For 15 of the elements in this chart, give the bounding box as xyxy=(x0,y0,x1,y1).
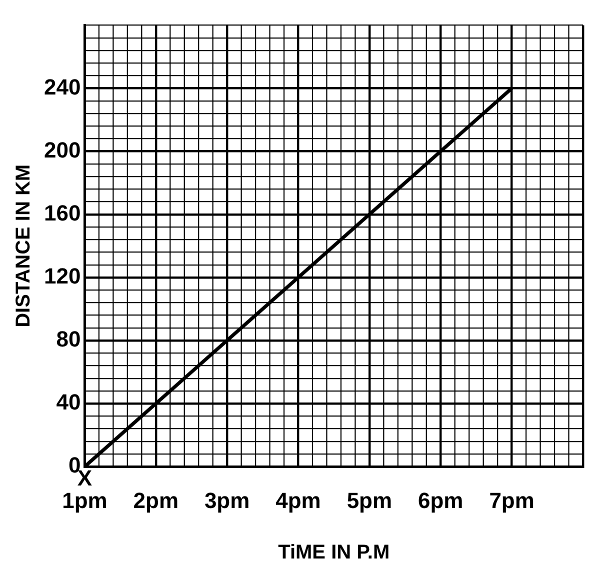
y-tick-label: 160 xyxy=(44,200,81,226)
x-axis-title: TiME IN P.M xyxy=(278,542,390,564)
y-tick-label: 240 xyxy=(44,74,81,100)
x-tick-label: 6pm xyxy=(418,488,464,513)
x-tick-label: 7pm xyxy=(489,488,534,513)
x-tick-label: 1pm xyxy=(62,488,108,513)
x-tick-label: 3pm xyxy=(204,488,250,513)
y-tick-label: 120 xyxy=(44,263,81,288)
y-tick-label: 200 xyxy=(44,137,81,162)
y-tick-label: 80 xyxy=(56,326,81,352)
x-tick-label: 5pm xyxy=(346,488,392,513)
y-tick-label: 40 xyxy=(56,390,81,415)
x-tick-label: 4pm xyxy=(276,488,321,513)
y-axis-title: DISTANCE IN KM xyxy=(12,164,35,328)
x-tick-label: 2pm xyxy=(133,488,179,513)
